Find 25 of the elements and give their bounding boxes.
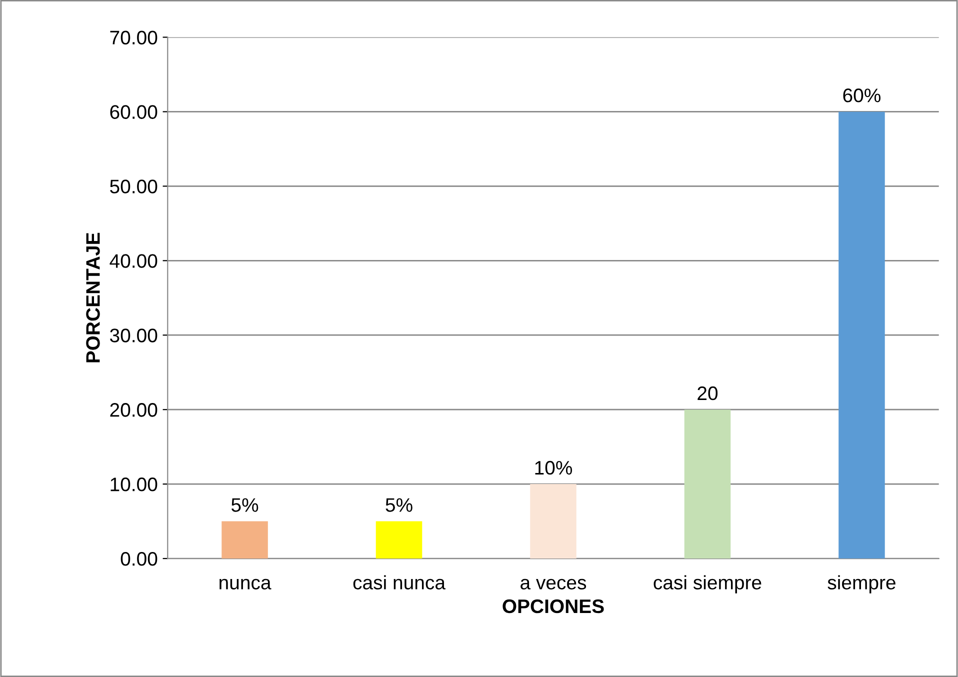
bar	[376, 521, 422, 559]
y-tick-label: 60.00	[110, 105, 158, 119]
data-label: 5%	[231, 498, 258, 512]
y-tick-label: 10.00	[110, 478, 158, 492]
bar	[222, 521, 268, 559]
data-label: 20	[698, 386, 718, 400]
y-tick-label: 30.00	[110, 328, 158, 342]
bar	[838, 112, 885, 559]
x-tick-label: a veces	[520, 578, 586, 590]
x-axis-title: OPCIONES	[502, 599, 604, 614]
x-tick-label: casi siempre	[654, 575, 762, 594]
y-axis-title: PORCENTAJE	[86, 232, 100, 362]
y-tick-label: 70.00	[110, 30, 158, 44]
x-tick-label: nunca	[220, 578, 272, 590]
x-tick-label: siempre	[828, 575, 896, 594]
bar	[684, 410, 731, 559]
y-tick-label: 20.00	[110, 403, 158, 417]
y-tick-label: 50.00	[110, 180, 158, 194]
bar	[530, 484, 576, 559]
data-label: 10%	[535, 460, 572, 475]
data-label: 5%	[386, 498, 412, 512]
data-label: 60%	[843, 88, 880, 102]
y-tick-label: 40.00	[110, 254, 158, 268]
y-tick-label: 0.00	[120, 552, 158, 566]
x-tick-label: casi nunca	[353, 575, 446, 590]
